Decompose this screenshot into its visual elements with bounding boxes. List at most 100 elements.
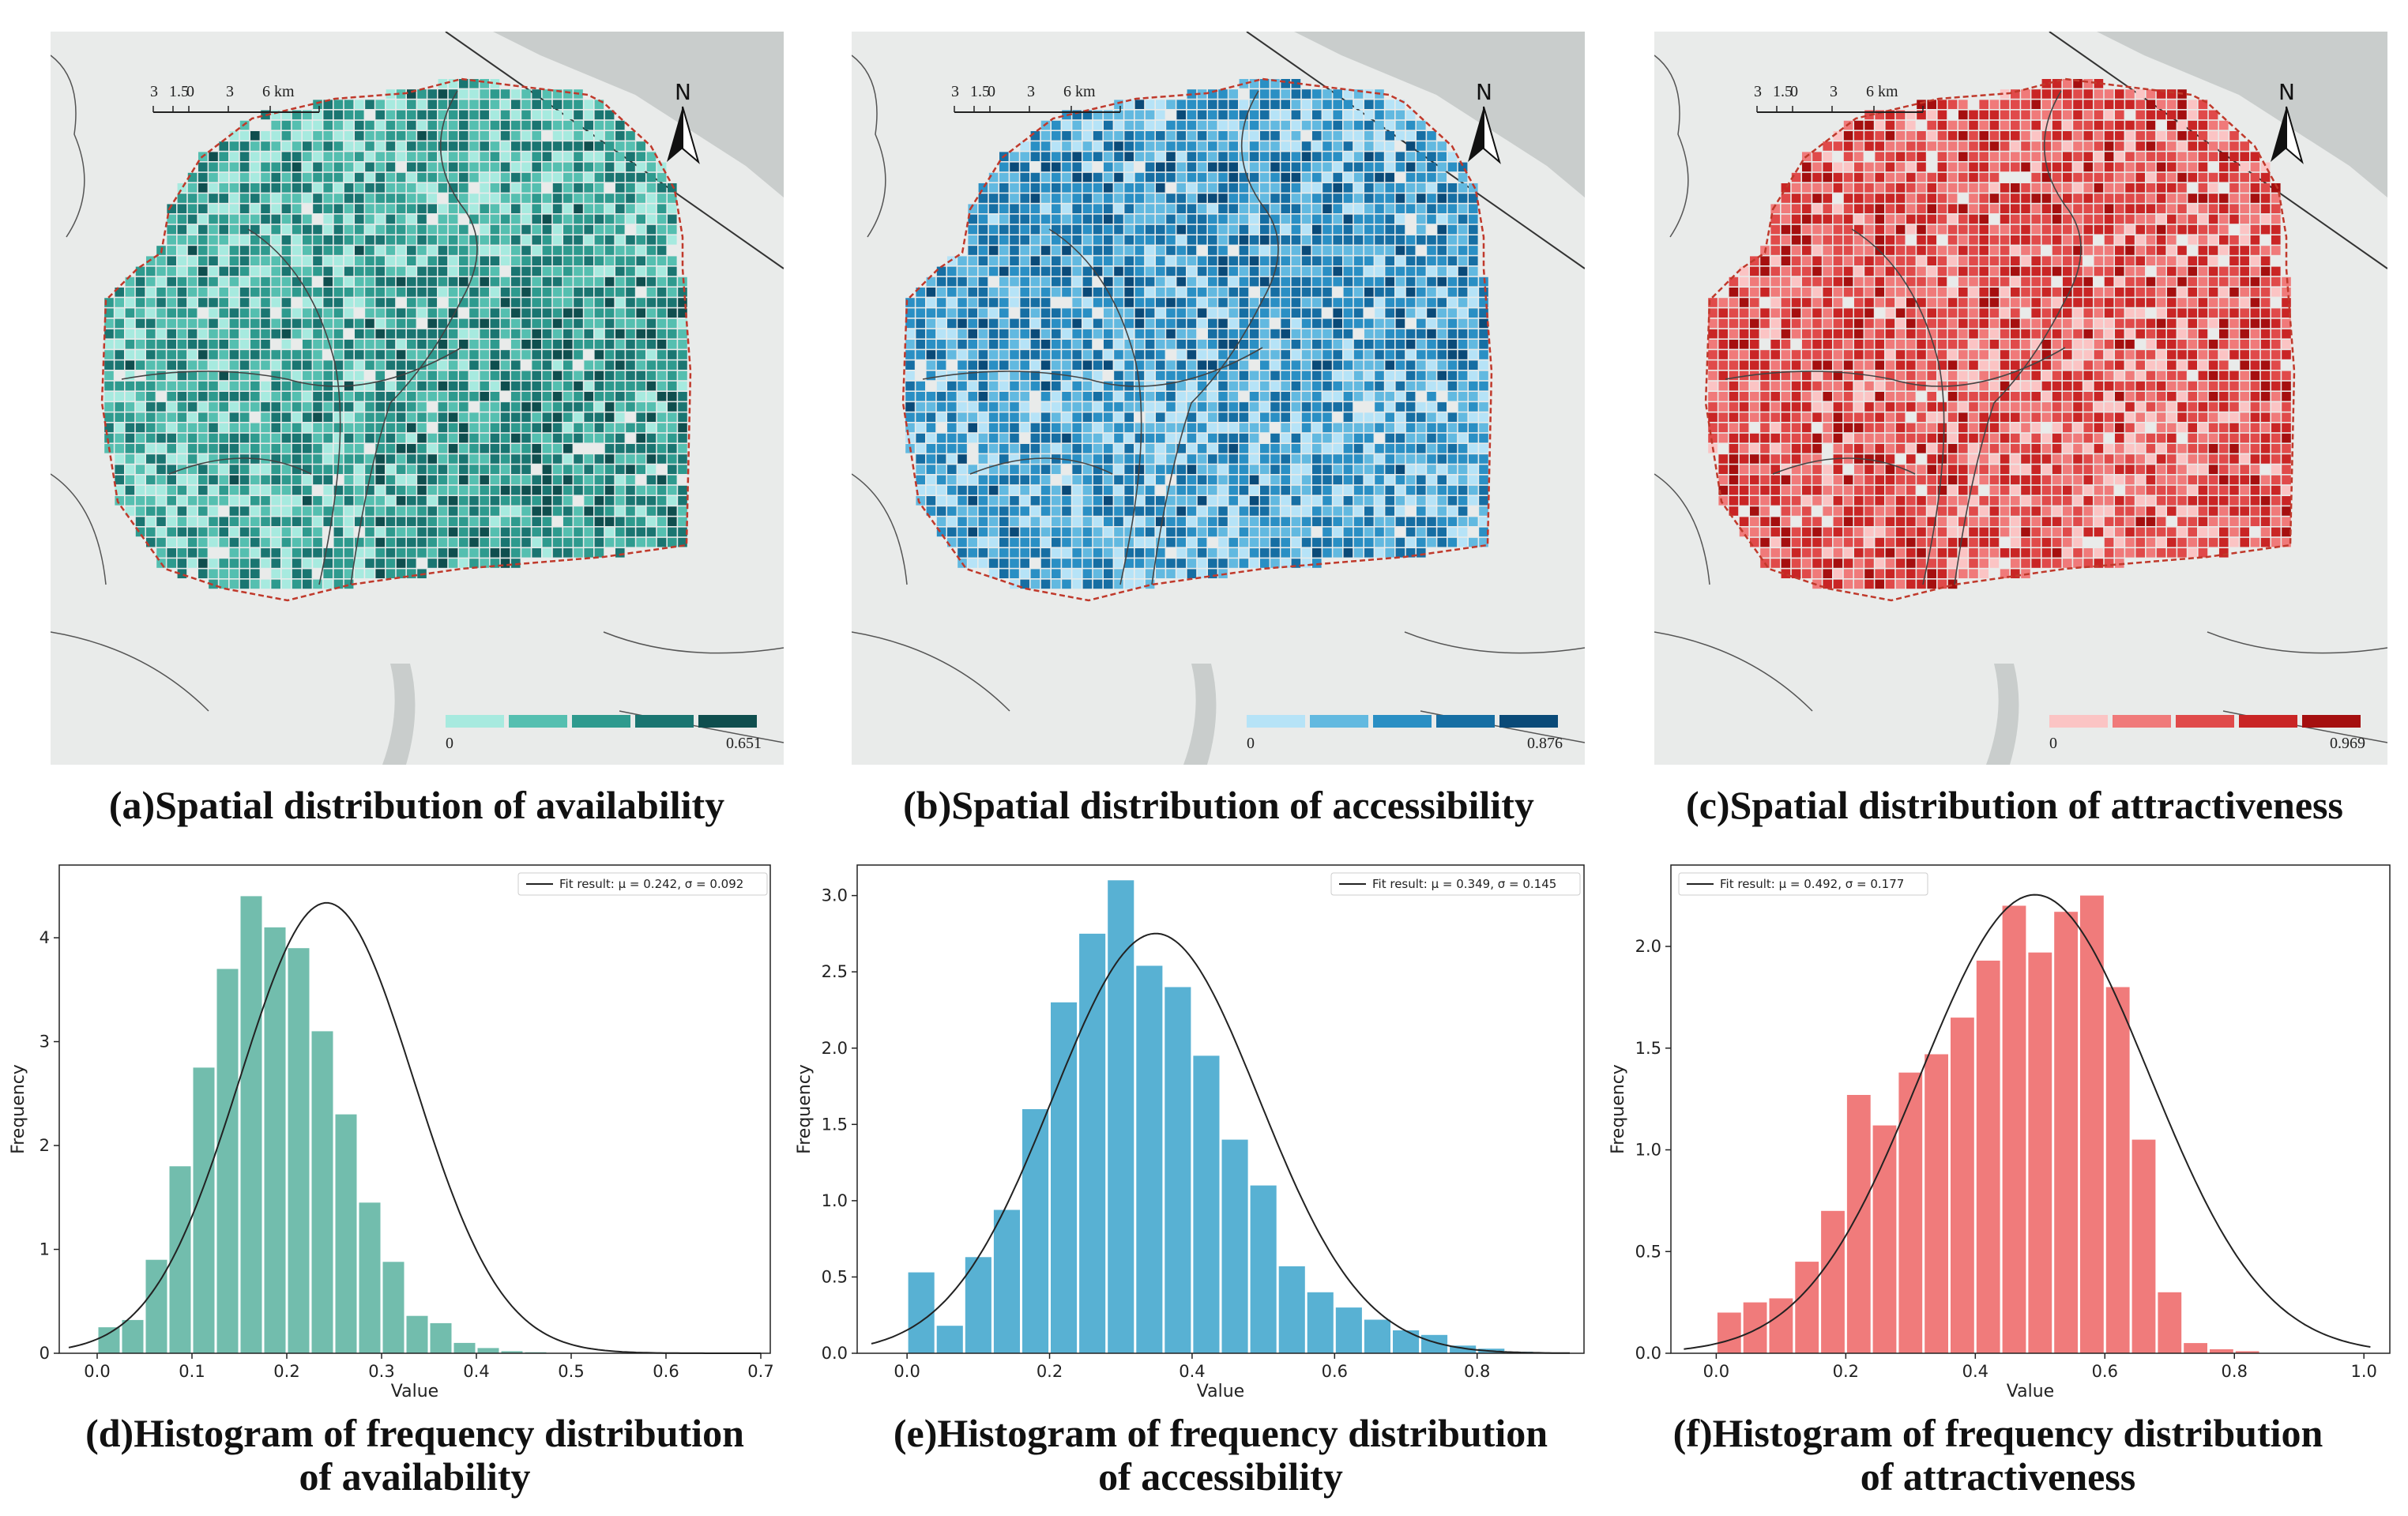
grid-cell xyxy=(469,475,479,485)
grid-cell xyxy=(438,318,448,329)
grid-cell xyxy=(968,423,977,433)
grid-cell xyxy=(281,454,292,464)
grid-cell xyxy=(2115,120,2124,130)
grid-cell xyxy=(1323,433,1332,443)
grid-cell xyxy=(1469,537,1478,547)
grid-cell xyxy=(1197,569,1207,578)
grid-cell xyxy=(1114,579,1123,589)
grid-cell xyxy=(313,371,322,381)
grid-cell xyxy=(1156,454,1165,464)
grid-cell xyxy=(281,224,292,235)
grid-cell xyxy=(1427,506,1436,516)
grid-cell xyxy=(386,298,396,307)
grid-cell xyxy=(2115,100,2124,109)
grid-cell xyxy=(156,381,166,391)
grid-cell xyxy=(1260,340,1270,349)
grid-cell xyxy=(1030,423,1040,433)
grid-cell xyxy=(988,444,999,453)
grid-cell xyxy=(1166,329,1176,339)
grid-cell xyxy=(604,298,615,307)
grid-cell xyxy=(1301,110,1311,120)
grid-cell xyxy=(386,340,396,349)
grid-cell xyxy=(2031,120,2041,130)
grid-cell xyxy=(1072,444,1082,453)
grid-cell xyxy=(1364,537,1374,547)
grid-cell xyxy=(1228,465,1238,474)
grid-cell xyxy=(2125,194,2135,203)
grid-cell xyxy=(333,276,344,287)
grid-cell xyxy=(1312,412,1322,422)
grid-cell xyxy=(313,559,322,568)
grid-cell xyxy=(125,340,135,349)
grid-cell xyxy=(323,214,333,224)
grid-cell xyxy=(1145,579,1155,589)
grid-cell xyxy=(1020,485,1029,495)
grid-cell xyxy=(988,423,999,433)
grid-cell xyxy=(219,340,228,349)
grid-cell xyxy=(167,423,176,433)
grid-cell xyxy=(1239,204,1249,213)
grid-cell xyxy=(1270,194,1280,203)
grid-cell xyxy=(1364,120,1374,130)
grid-cell xyxy=(626,131,635,141)
grid-cell xyxy=(1395,276,1405,287)
grid-cell xyxy=(563,120,573,130)
grid-cell xyxy=(1062,444,1071,453)
grid-cell xyxy=(125,475,135,485)
grid-cell xyxy=(1447,527,1458,537)
grid-cell xyxy=(396,392,406,401)
grid-cell xyxy=(657,266,667,276)
grid-cell xyxy=(1323,288,1332,297)
grid-cell xyxy=(1312,444,1322,453)
grid-cell xyxy=(1104,194,1113,203)
grid-cell xyxy=(292,162,302,172)
grid-cell xyxy=(1145,276,1155,287)
grid-cell xyxy=(1239,131,1249,141)
grid-cell xyxy=(1333,506,1342,516)
grid-cell xyxy=(1020,141,1029,151)
grid-cell xyxy=(459,402,468,412)
grid-cell xyxy=(261,183,270,193)
grid-cell xyxy=(239,318,250,329)
grid-cell xyxy=(1791,194,1801,203)
grid-cell xyxy=(1447,256,1458,265)
grid-cell xyxy=(1917,183,1926,193)
grid-cell xyxy=(407,548,416,558)
grid-cell xyxy=(438,183,448,193)
grid-cell xyxy=(1447,318,1458,329)
grid-cell xyxy=(1197,308,1207,318)
grid-cell xyxy=(1260,89,1270,99)
grid-cell xyxy=(480,360,489,370)
grid-cell xyxy=(1020,392,1029,401)
grid-cell xyxy=(542,496,552,506)
grid-cell xyxy=(1281,110,1290,120)
grid-cell xyxy=(1145,224,1155,235)
grid-cell xyxy=(1364,204,1374,213)
grid-cell xyxy=(490,110,500,120)
grid-cell xyxy=(239,308,250,318)
grid-cell xyxy=(313,288,322,297)
grid-cell xyxy=(344,454,354,464)
grid-cell xyxy=(1239,423,1249,433)
grid-cell xyxy=(584,329,593,339)
grid-cell xyxy=(1353,204,1364,213)
grid-cell xyxy=(1301,120,1311,130)
grid-cell xyxy=(2083,141,2093,151)
grid-cell xyxy=(1176,559,1186,568)
grid-cell xyxy=(1093,224,1103,235)
grid-cell xyxy=(1020,214,1029,224)
grid-cell xyxy=(2104,89,2114,99)
grid-cell xyxy=(1281,131,1290,141)
grid-cell xyxy=(480,433,489,443)
grid-cell xyxy=(958,392,967,401)
grid-cell xyxy=(1082,569,1093,578)
grid-cell xyxy=(2083,131,2093,141)
grid-cell xyxy=(532,329,541,339)
grid-cell xyxy=(1937,172,1947,182)
grid-cell xyxy=(1479,423,1488,433)
grid-cell xyxy=(365,329,374,339)
grid-cell xyxy=(1187,224,1197,235)
grid-cell xyxy=(1447,308,1458,318)
grid-cell xyxy=(584,246,593,255)
grid-cell xyxy=(1145,454,1155,464)
